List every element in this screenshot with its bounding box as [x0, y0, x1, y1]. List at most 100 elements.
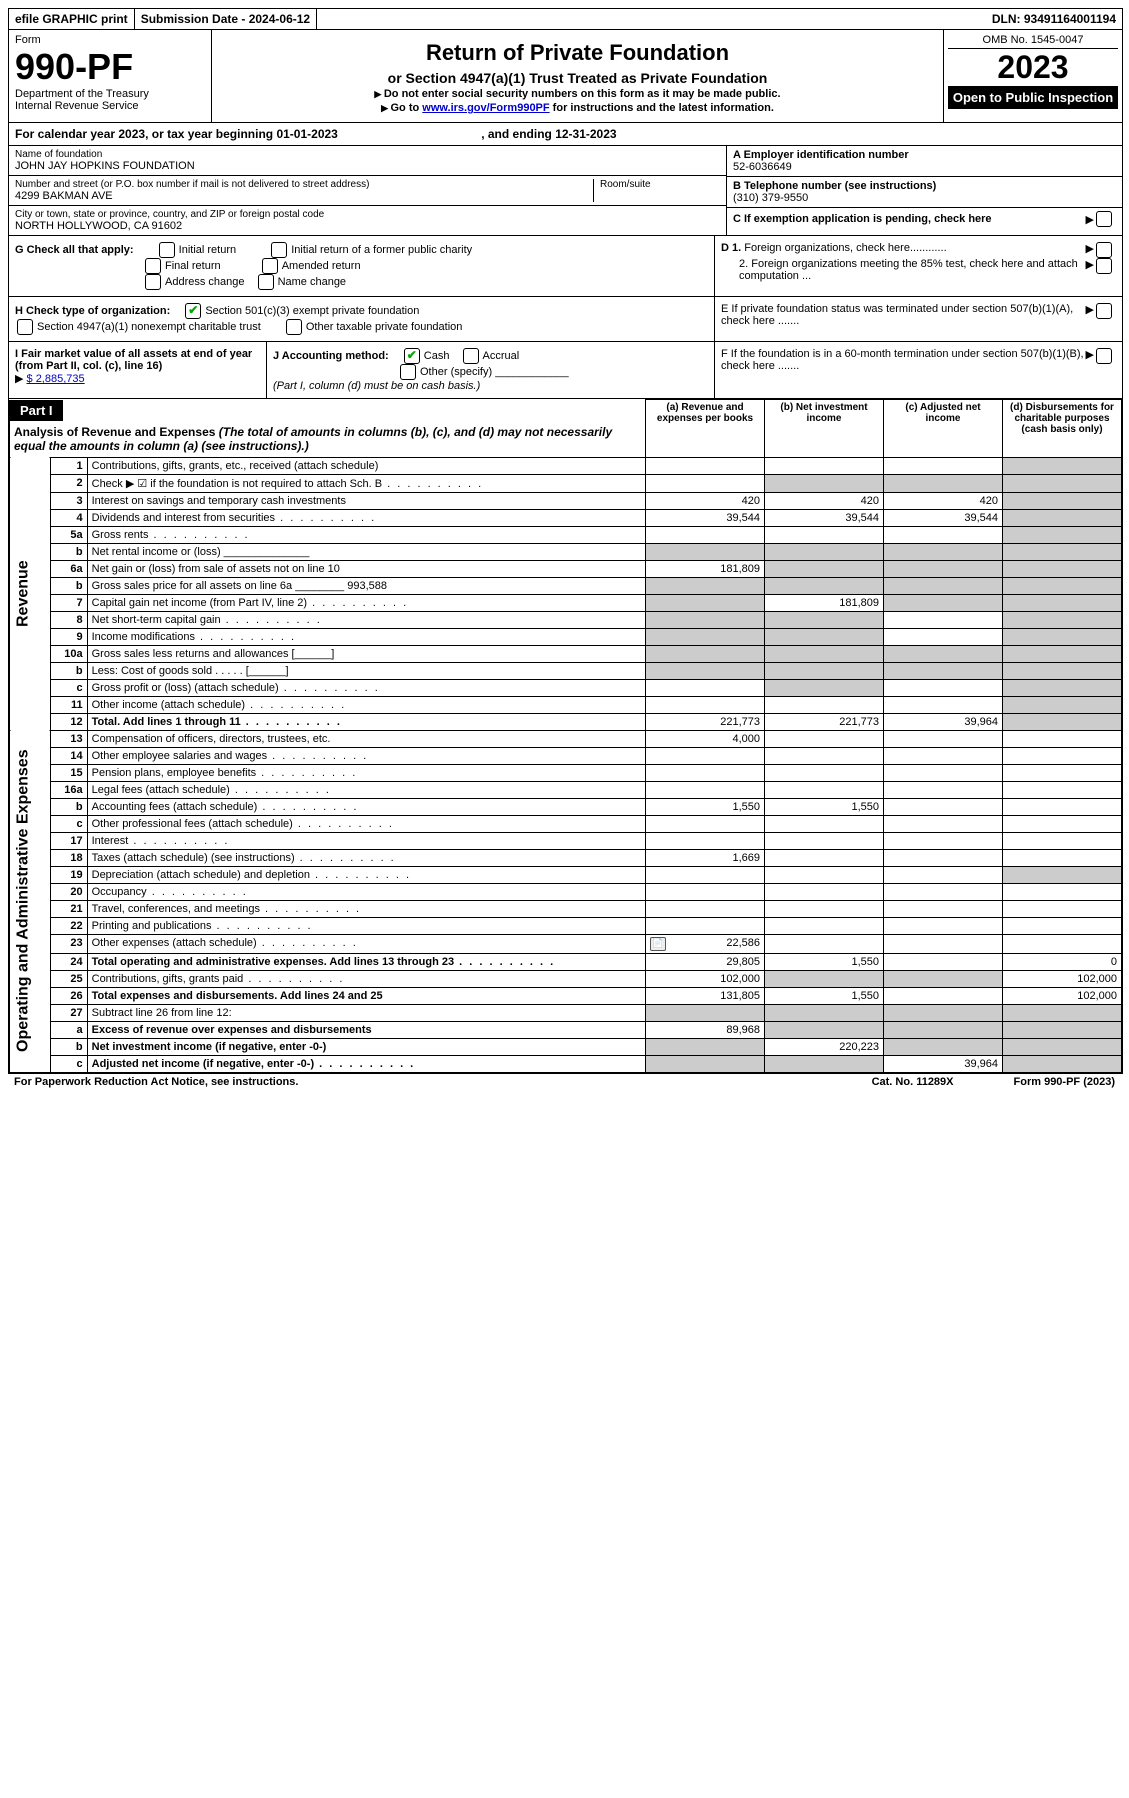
amount-cell	[646, 900, 765, 917]
amount-cell	[884, 1021, 1003, 1038]
amended-checkbox[interactable]	[262, 258, 278, 274]
name-row: Name of foundation JOHN JAY HOPKINS FOUN…	[9, 146, 726, 176]
amount-cell	[884, 730, 1003, 747]
amount-cell	[646, 764, 765, 781]
line-number: 27	[50, 1004, 87, 1021]
address-change-checkbox[interactable]	[145, 274, 161, 290]
amount-cell: 420	[646, 492, 765, 509]
4947-checkbox[interactable]	[17, 319, 33, 335]
amount-cell	[646, 781, 765, 798]
amount-cell	[1003, 457, 1122, 474]
accrual-checkbox[interactable]	[463, 348, 479, 364]
amount-cell	[1003, 560, 1122, 577]
amount-cell	[1003, 1038, 1122, 1055]
amount-cell	[646, 662, 765, 679]
form-link[interactable]: www.irs.gov/Form990PF	[422, 102, 549, 114]
line-number: 24	[50, 953, 87, 970]
table-row: cAdjusted net income (if negative, enter…	[10, 1055, 1122, 1072]
amount-cell	[884, 474, 1003, 492]
e-checkbox[interactable]	[1096, 303, 1112, 319]
amount-cell	[884, 594, 1003, 611]
amount-cell	[884, 628, 1003, 645]
revenue-sidebar: Revenue	[10, 457, 51, 730]
amount-cell	[646, 526, 765, 543]
line-number: 19	[50, 866, 87, 883]
501c3-checkbox[interactable]	[185, 303, 201, 319]
line-description: Check ▶ ☑ if the foundation is not requi…	[87, 474, 645, 492]
amount-cell: 1,550	[765, 987, 884, 1004]
table-row: cGross profit or (loss) (attach schedule…	[10, 679, 1122, 696]
amount-cell	[646, 611, 765, 628]
line-description: Gross sales price for all assets on line…	[87, 577, 645, 594]
cash-checkbox[interactable]	[404, 348, 420, 364]
header-center: Return of Private Foundation or Section …	[212, 30, 944, 122]
line-description: Legal fees (attach schedule)	[87, 781, 645, 798]
line-description: Gross profit or (loss) (attach schedule)	[87, 679, 645, 696]
exemption-checkbox[interactable]	[1096, 211, 1112, 227]
final-return-checkbox[interactable]	[145, 258, 161, 274]
line-number: b	[50, 1038, 87, 1055]
table-row: 2Check ▶ ☑ if the foundation is not requ…	[10, 474, 1122, 492]
other-method-checkbox[interactable]	[400, 364, 416, 380]
amount-cell	[765, 560, 884, 577]
line-number: 10a	[50, 645, 87, 662]
attachment-icon[interactable]: 📄	[650, 937, 666, 951]
amount-cell	[1003, 883, 1122, 900]
amount-cell: 221,773	[646, 713, 765, 730]
amount-cell	[765, 934, 884, 953]
table-row: 4Dividends and interest from securities3…	[10, 509, 1122, 526]
line-description: Total operating and administrative expen…	[87, 953, 645, 970]
amount-cell	[1003, 696, 1122, 713]
identification-block: Name of foundation JOHN JAY HOPKINS FOUN…	[9, 146, 1122, 236]
name-change-checkbox[interactable]	[258, 274, 274, 290]
d1-checkbox[interactable]	[1096, 242, 1112, 258]
amount-cell: 221,773	[765, 713, 884, 730]
initial-public-checkbox[interactable]	[271, 242, 287, 258]
line-number: c	[50, 679, 87, 696]
line-number: 26	[50, 987, 87, 1004]
amount-cell	[646, 832, 765, 849]
amount-cell	[765, 747, 884, 764]
fmv-link[interactable]: $ 2,885,735	[27, 373, 85, 385]
amount-cell	[1003, 781, 1122, 798]
amount-cell	[884, 560, 1003, 577]
amount-cell	[1003, 849, 1122, 866]
tax-year: 2023	[948, 49, 1118, 86]
line-description: Depreciation (attach schedule) and deple…	[87, 866, 645, 883]
table-row: bAccounting fees (attach schedule)1,5501…	[10, 798, 1122, 815]
line-description: Interest on savings and temporary cash i…	[87, 492, 645, 509]
line-description: Compensation of officers, directors, tru…	[87, 730, 645, 747]
amount-cell	[646, 917, 765, 934]
omb: OMB No. 1545-0047	[948, 34, 1118, 49]
amount-cell	[646, 1004, 765, 1021]
amount-cell	[765, 815, 884, 832]
amount-cell	[765, 1004, 884, 1021]
amount-cell	[646, 696, 765, 713]
amount-cell: 39,544	[884, 509, 1003, 526]
f-checkbox[interactable]	[1096, 348, 1112, 364]
amount-cell	[1003, 832, 1122, 849]
initial-return-checkbox[interactable]	[159, 242, 175, 258]
amount-cell	[646, 866, 765, 883]
amount-cell	[1003, 1055, 1122, 1072]
amount-cell	[884, 849, 1003, 866]
table-row: 22Printing and publications	[10, 917, 1122, 934]
amount-cell	[646, 747, 765, 764]
line-number: c	[50, 1055, 87, 1072]
amount-cell: 102,000	[1003, 970, 1122, 987]
amount-cell	[765, 970, 884, 987]
amount-cell	[884, 764, 1003, 781]
other-taxable-checkbox[interactable]	[286, 319, 302, 335]
amount-cell	[765, 628, 884, 645]
col-a-header: (a) Revenue and expenses per books	[646, 400, 765, 458]
amount-cell: 181,809	[765, 594, 884, 611]
line-number: 3	[50, 492, 87, 509]
line-description: Occupancy	[87, 883, 645, 900]
d2-checkbox[interactable]	[1096, 258, 1112, 274]
line-number: 18	[50, 849, 87, 866]
amount-cell	[884, 747, 1003, 764]
amount-cell	[1003, 611, 1122, 628]
table-row: aExcess of revenue over expenses and dis…	[10, 1021, 1122, 1038]
line-number: 12	[50, 713, 87, 730]
amount-cell	[884, 866, 1003, 883]
